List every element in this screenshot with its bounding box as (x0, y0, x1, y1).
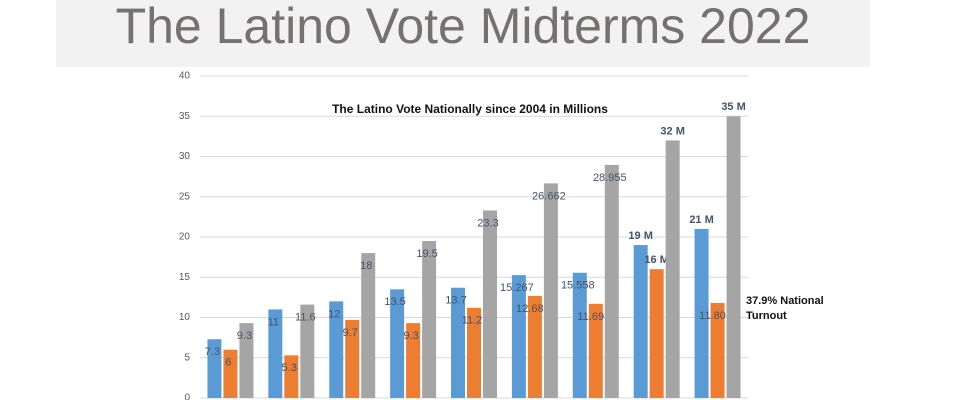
bar (633, 245, 648, 398)
bar (422, 241, 437, 398)
bar (511, 275, 526, 398)
data-label: 19 M (628, 230, 652, 242)
bar (726, 116, 741, 398)
data-label: 12 (328, 308, 340, 320)
data-label: 13.7 (445, 295, 466, 307)
y-tick-label: 30 (179, 151, 191, 162)
data-label: 11.695 (577, 311, 610, 323)
bar (604, 164, 619, 398)
data-label: 35 M (721, 101, 745, 113)
bar (543, 183, 558, 398)
y-tick-label: 25 (179, 191, 191, 202)
data-label: 18 (360, 260, 372, 272)
data-label: 13.5 (384, 296, 405, 308)
bar (361, 253, 376, 398)
chart-title: The Latino Vote Nationally since 2004 in… (332, 102, 608, 116)
bar (483, 210, 497, 398)
data-label: 9.7 (343, 327, 358, 339)
bar (572, 272, 587, 398)
bar (300, 304, 315, 398)
data-label: 5.3 (282, 362, 297, 374)
data-label: 23.3 (477, 217, 498, 229)
bar (710, 302, 725, 398)
bar (284, 355, 299, 398)
data-label: 9.3 (403, 330, 418, 342)
data-label: 7.3 (205, 346, 220, 358)
bar (207, 339, 222, 398)
y-tick-label: 10 (179, 312, 191, 323)
bar (694, 228, 709, 398)
bar (451, 287, 465, 398)
data-label: 32 M (660, 125, 684, 137)
bar (268, 309, 283, 398)
bar (467, 307, 481, 398)
bar (329, 301, 344, 398)
data-label: 19.5 (416, 248, 437, 260)
data-label: 26.662 (532, 190, 566, 202)
data-label: 16 M (644, 254, 668, 266)
data-label: 11.2 (462, 315, 483, 327)
data-label: 6 (225, 357, 231, 369)
bar (406, 323, 421, 398)
data-label: 21 M (689, 214, 713, 226)
slide-title: The Latino Vote Midterms 2022 (56, 0, 870, 67)
bar (239, 323, 254, 398)
bar (649, 269, 664, 398)
bar (345, 319, 360, 398)
annotation: 37.9% National Turnout (746, 295, 824, 322)
y-tick-label: 20 (179, 232, 191, 243)
bar (665, 140, 680, 398)
data-label: 11.807 (699, 310, 732, 322)
bar (527, 295, 542, 398)
data-label: 15.267 (500, 282, 534, 294)
data-label: 12.682 (516, 303, 550, 315)
y-tick-label: 15 (179, 272, 191, 283)
bar (588, 303, 603, 398)
data-label: 28.955 (593, 172, 627, 184)
bar (390, 289, 405, 398)
data-label: 15.558 (561, 280, 595, 292)
y-tick-label: 5 (184, 352, 190, 363)
data-label: 11 (268, 316, 279, 328)
y-tick-label: 0 (184, 393, 190, 400)
data-label: 9.3 (237, 330, 252, 342)
bar (223, 349, 238, 398)
data-label: 11.6 (295, 312, 316, 324)
y-tick-label: 35 (179, 111, 191, 122)
y-tick-label: 40 (179, 71, 191, 82)
